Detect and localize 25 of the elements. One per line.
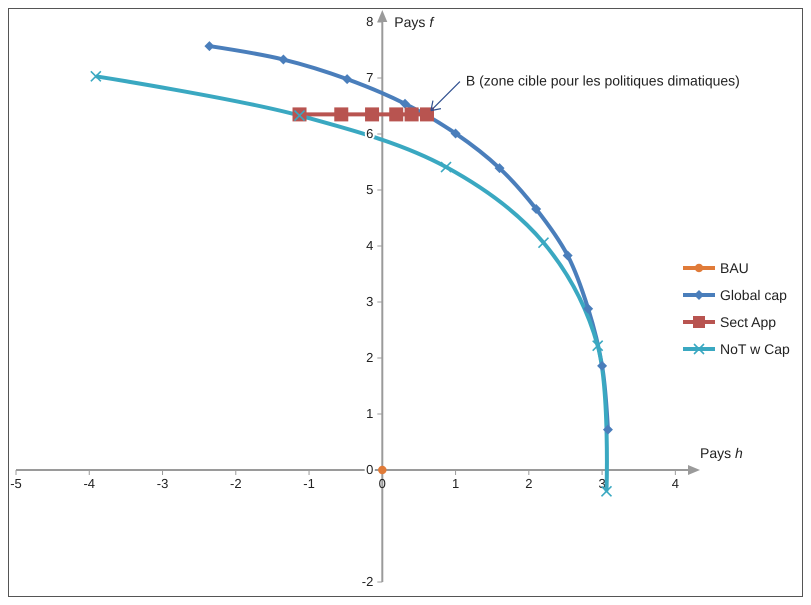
x-tick-label: 1 bbox=[452, 476, 460, 491]
y-tick-label: 8 bbox=[366, 14, 374, 29]
legend-label: Sect App bbox=[720, 314, 776, 330]
y-tick-label: 3 bbox=[366, 294, 374, 309]
x-tick-label: -4 bbox=[83, 476, 96, 491]
legend-label: Global cap bbox=[720, 287, 788, 303]
x-axis-title: Pays h bbox=[700, 445, 744, 461]
x-tick-label: -5 bbox=[10, 476, 22, 491]
y-tick-label: 4 bbox=[366, 238, 374, 253]
legend-label: BAU bbox=[720, 260, 749, 276]
y-tick-label: 7 bbox=[366, 70, 374, 85]
y-tick-label: 0 bbox=[366, 462, 374, 477]
x-tick-label: -2 bbox=[230, 476, 242, 491]
x-tick-label: 0 bbox=[378, 476, 386, 491]
annotation: B (zone cible pour les politiques dimatiques) bbox=[466, 72, 740, 89]
y-axis-title: Pays f bbox=[394, 14, 436, 30]
x-tick-label: -3 bbox=[156, 476, 168, 491]
y-tick-label: -2 bbox=[362, 574, 374, 589]
x-tick-label: 4 bbox=[672, 476, 679, 491]
legend-label: NoT w Cap bbox=[720, 341, 790, 357]
x-tick-label: -1 bbox=[303, 476, 315, 491]
x-tick-label: 2 bbox=[525, 476, 532, 491]
y-tick-label: 5 bbox=[366, 182, 374, 197]
y-tick-label: 2 bbox=[366, 350, 374, 365]
y-tick-label: 1 bbox=[366, 406, 374, 421]
